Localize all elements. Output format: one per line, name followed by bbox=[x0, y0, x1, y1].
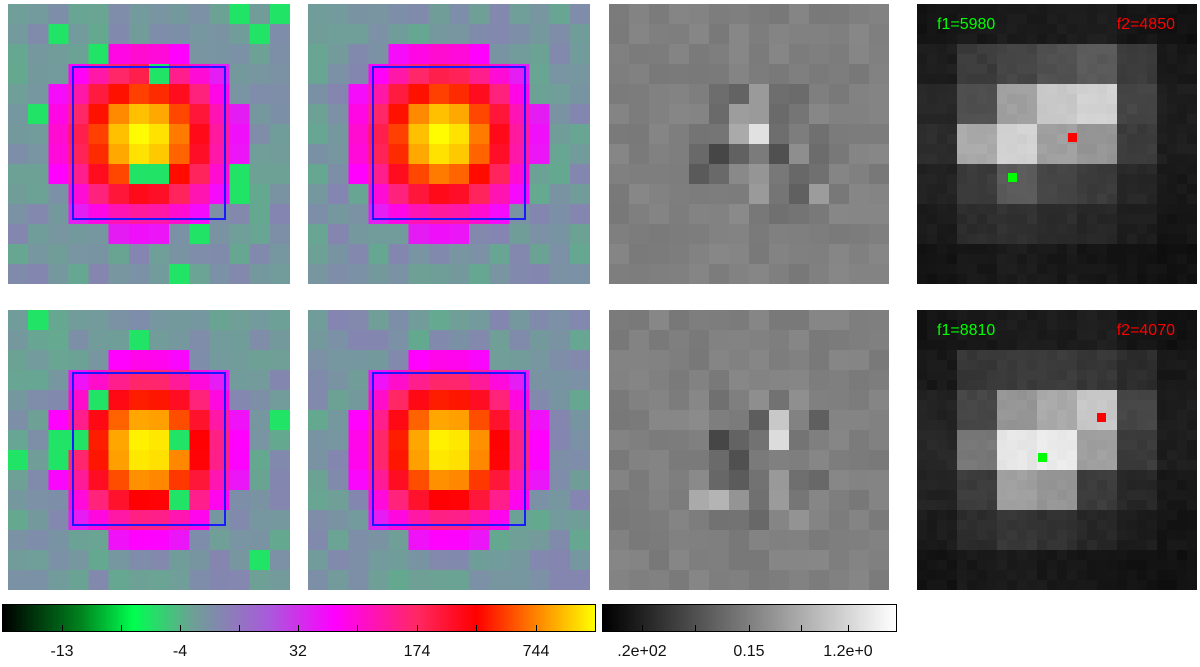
colorbar-tick bbox=[848, 625, 849, 632]
f1-marker bbox=[1008, 173, 1017, 182]
f2-label: f2=4850 bbox=[1116, 16, 1175, 33]
residual-grayscale bbox=[609, 4, 889, 284]
zoom-image-row2: f1=8810 f2=4070 bbox=[917, 310, 1197, 590]
colorbar-tick bbox=[239, 625, 240, 632]
heat-tick-label: -4 bbox=[172, 643, 188, 660]
heat-tick-label: 744 bbox=[522, 643, 550, 660]
colorbar-tick bbox=[536, 625, 537, 632]
heat-colorbar-gradient bbox=[3, 605, 595, 631]
f1-label: f1=5980 bbox=[937, 16, 996, 33]
colorbar-tick bbox=[642, 625, 643, 632]
f2-marker bbox=[1097, 413, 1106, 422]
gray-tick-label: 1.2e+0 bbox=[823, 643, 873, 660]
colorbar-tick bbox=[417, 625, 418, 632]
colorbar-tick bbox=[298, 625, 299, 632]
model-image-row1 bbox=[308, 4, 590, 284]
heat-colorbar bbox=[2, 604, 596, 632]
gray-tick-label: 0.15 bbox=[733, 643, 765, 660]
model-image-row2 bbox=[308, 310, 590, 590]
colorbar-tick bbox=[180, 625, 181, 632]
heat-tick-label: 32 bbox=[289, 643, 307, 660]
data-heatmap bbox=[8, 4, 290, 284]
colorbar-tick bbox=[357, 625, 358, 632]
heat-tick-label: -13 bbox=[50, 643, 74, 660]
data-image-row2 bbox=[8, 310, 290, 590]
data-heatmap bbox=[8, 310, 290, 590]
colorbar-tick bbox=[121, 625, 122, 632]
f2-label: f2=4070 bbox=[1116, 322, 1175, 339]
heat-tick-label: 174 bbox=[403, 643, 431, 660]
f1-label: f1=8810 bbox=[937, 322, 996, 339]
zoom-grayscale bbox=[917, 4, 1197, 284]
colorbar-tick bbox=[476, 625, 477, 632]
gray-tick-label: .2e+02 bbox=[617, 643, 667, 660]
residual-grayscale bbox=[609, 310, 889, 590]
zoom-grayscale bbox=[917, 310, 1197, 590]
colorbar-tick bbox=[62, 625, 63, 632]
colorbar-tick bbox=[749, 625, 750, 632]
model-heatmap bbox=[308, 4, 590, 284]
zoom-image-row1: f1=5980 f2=4850 bbox=[917, 4, 1197, 284]
model-heatmap bbox=[308, 310, 590, 590]
data-image-row1 bbox=[8, 4, 290, 284]
colorbar-tick bbox=[801, 625, 802, 632]
f1-marker bbox=[1038, 453, 1047, 462]
colorbar-tick bbox=[695, 625, 696, 632]
residual-image-row1 bbox=[609, 4, 889, 284]
residual-image-row2 bbox=[609, 310, 889, 590]
f2-marker bbox=[1068, 133, 1077, 142]
